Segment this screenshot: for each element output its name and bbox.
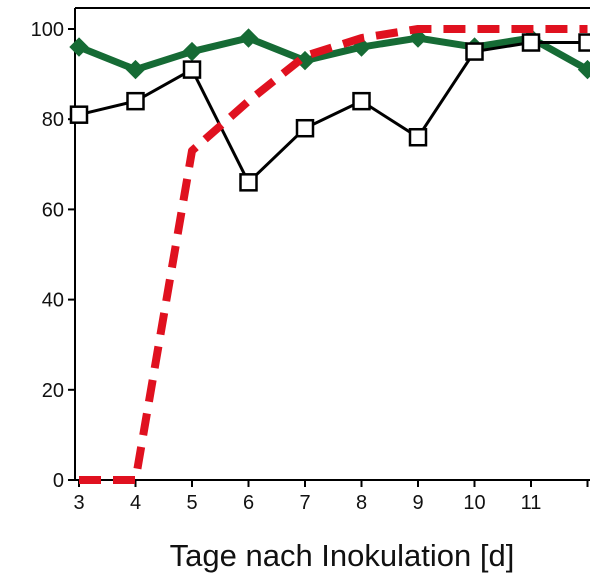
black-square-point bbox=[352, 91, 371, 111]
black-square-point bbox=[69, 105, 89, 124]
x-tick-label: 9 bbox=[412, 492, 423, 514]
green-diamond-point bbox=[238, 28, 259, 48]
series-black-line bbox=[78, 41, 588, 184]
x-tick-label: 3 bbox=[73, 492, 84, 514]
black-square-point bbox=[521, 33, 541, 52]
x-axis-title: Tage nach Inokulation [d] bbox=[170, 538, 515, 573]
x-tick-label: 4 bbox=[130, 492, 141, 514]
y-tick-label: 20 bbox=[42, 380, 64, 402]
black-square-point bbox=[182, 60, 202, 79]
black-square-point bbox=[295, 118, 315, 138]
x-tick-label: 10 bbox=[463, 492, 485, 514]
series-green bbox=[69, 28, 590, 80]
green-diamond-point bbox=[577, 59, 590, 80]
y-tick-label: 60 bbox=[42, 199, 64, 221]
y-tick-label: 80 bbox=[42, 109, 64, 131]
green-diamond-point bbox=[182, 41, 202, 62]
x-tick-label: 8 bbox=[356, 492, 367, 514]
axes bbox=[68, 7, 590, 487]
x-tick-label: 6 bbox=[243, 492, 254, 514]
series-red-line bbox=[79, 25, 588, 484]
green-diamond-point bbox=[69, 37, 89, 57]
labels: 0 20 40 60 80 100 3 4 5 6 7 8 9 10 11 Tage nach Inokula… bbox=[31, 19, 542, 573]
x-tick-label: 11 bbox=[521, 492, 542, 514]
y-tick-label: 100 bbox=[31, 19, 64, 41]
y-tick-label: 0 bbox=[53, 470, 64, 492]
x-tick-label: 7 bbox=[299, 492, 310, 514]
green-diamond-point bbox=[125, 59, 146, 80]
green-diamond-point bbox=[295, 50, 315, 71]
black-square-point bbox=[465, 42, 484, 61]
series-green-line bbox=[77, 34, 590, 74]
series-red bbox=[79, 25, 588, 484]
series-layer bbox=[69, 25, 590, 484]
x-tick-label: 5 bbox=[186, 492, 197, 514]
black-square-point bbox=[408, 127, 428, 147]
black-square-point bbox=[578, 33, 590, 52]
black-square-point bbox=[239, 173, 258, 192]
y-tick-label: 40 bbox=[42, 290, 64, 312]
series-black bbox=[69, 33, 590, 192]
black-square-point bbox=[126, 91, 145, 111]
